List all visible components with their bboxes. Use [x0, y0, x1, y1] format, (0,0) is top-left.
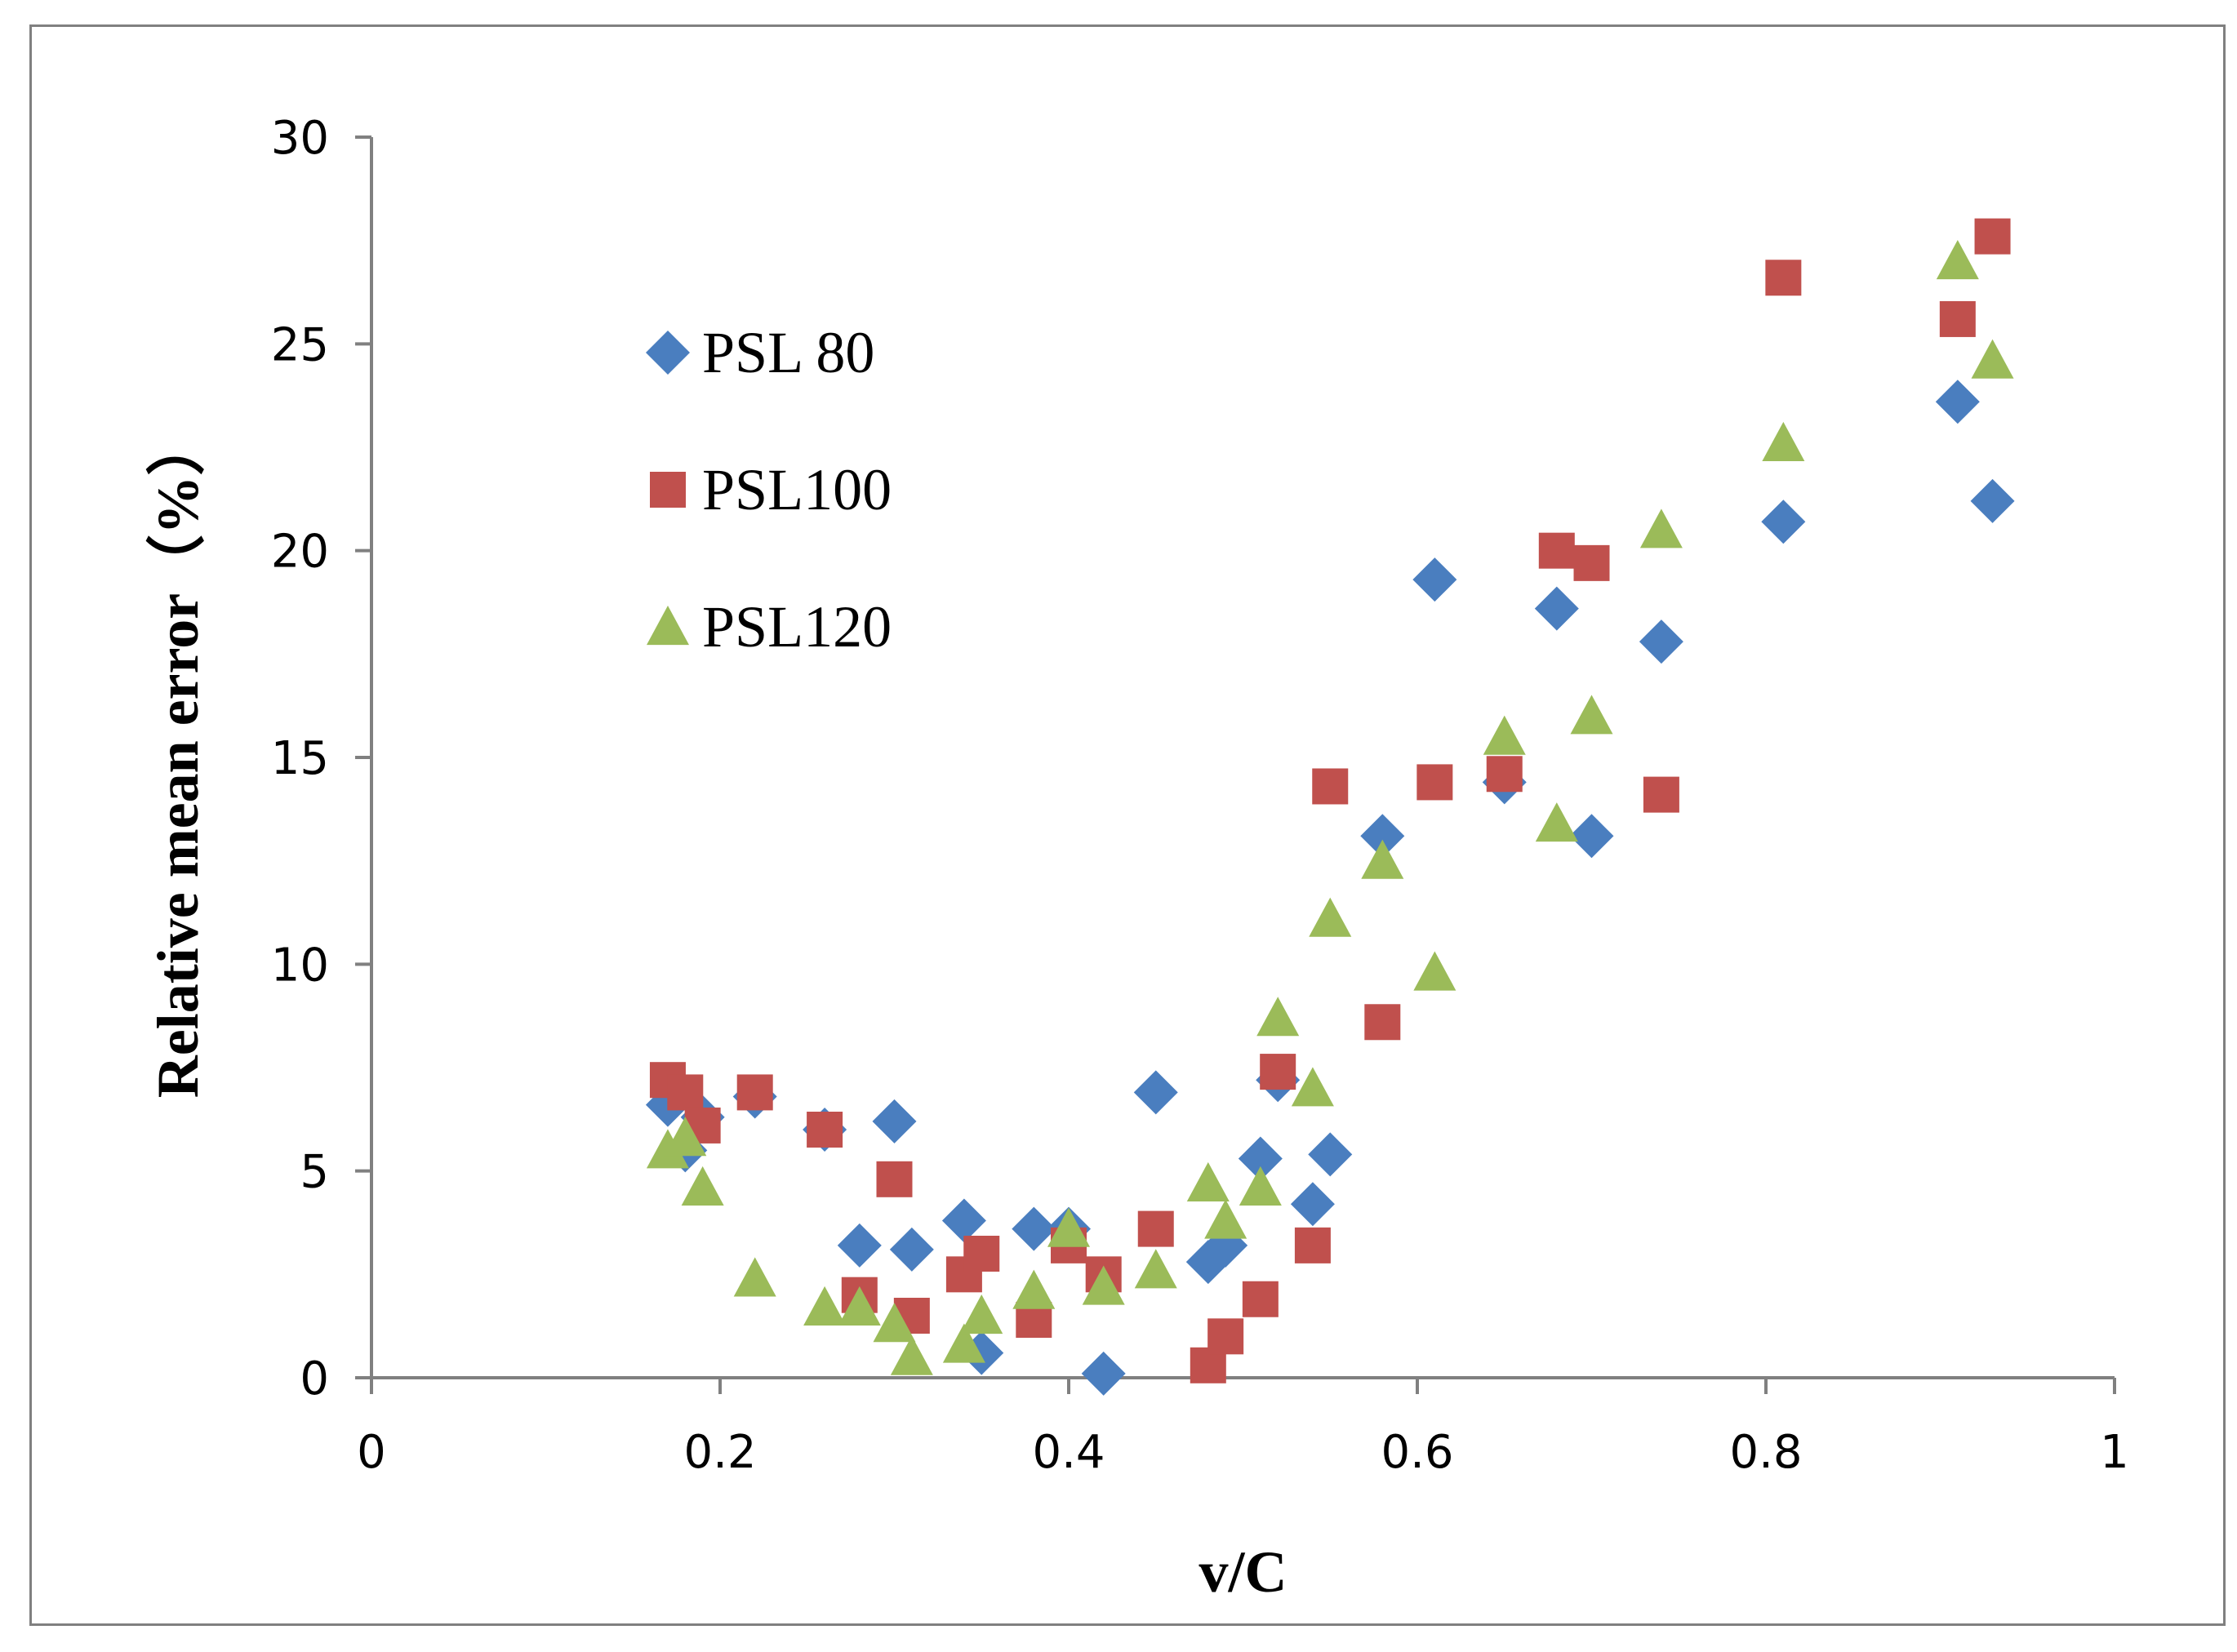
- data-point-diamond: [1360, 814, 1405, 859]
- data-point-square: [1643, 776, 1679, 813]
- y-tick-label: 20: [271, 526, 329, 579]
- data-point-triangle: [942, 1323, 985, 1363]
- chart-frame: [29, 24, 2226, 1626]
- x-tick-label: 0.8: [1729, 1426, 1802, 1479]
- data-marks: [645, 218, 2015, 1396]
- data-point-triangle: [1762, 421, 1805, 462]
- data-point-triangle: [1082, 1265, 1125, 1305]
- data-point-square: [1137, 1210, 1174, 1247]
- data-point-diamond: [1012, 1206, 1056, 1251]
- data-point-triangle: [733, 1257, 776, 1297]
- data-point-diamond: [1569, 814, 1614, 859]
- data-point-square: [963, 1236, 1000, 1272]
- data-point-diamond: [941, 1198, 986, 1243]
- data-point-diamond: [1238, 1136, 1283, 1181]
- x-tick-label: 0.4: [1032, 1426, 1105, 1479]
- data-point-square: [736, 1074, 773, 1111]
- x-axis-ticks: 0 0.2 0.4 0.6 0.8 1: [357, 1378, 2129, 1479]
- series-psl100: [649, 218, 2011, 1383]
- data-point-triangle: [646, 1129, 689, 1169]
- data-point-diamond: [1935, 380, 1980, 424]
- data-point-triangle: [1413, 951, 1456, 991]
- data-point-triangle: [1535, 802, 1578, 842]
- data-point-triangle: [1291, 1067, 1334, 1107]
- data-point-square: [876, 1161, 913, 1197]
- x-axis-title: v/C: [1199, 1539, 1287, 1605]
- data-point-diamond: [1639, 620, 1683, 664]
- data-point-triangle: [1186, 1161, 1230, 1201]
- data-point-triangle: [681, 1166, 724, 1206]
- data-point-triangle: [1047, 1207, 1090, 1247]
- x-tick-label: 1: [2100, 1426, 2129, 1479]
- data-point-square: [1294, 1227, 1331, 1263]
- data-point-triangle: [1012, 1269, 1056, 1309]
- data-point-diamond: [1412, 557, 1457, 602]
- data-point-triangle: [664, 1117, 707, 1157]
- data-point-square: [1242, 1281, 1279, 1317]
- data-point-triangle: [1483, 715, 1526, 755]
- y-tick-label: 0: [300, 1352, 329, 1406]
- data-point-triangle: [1256, 997, 1300, 1037]
- data-point-triangle: [803, 1286, 847, 1326]
- y-tick-label: 10: [271, 939, 329, 992]
- data-point-diamond: [837, 1223, 882, 1268]
- data-point-square: [1364, 1004, 1401, 1041]
- data-point-square: [1538, 532, 1575, 569]
- legend-marker-triangle: [647, 606, 689, 646]
- legend-label: PSL120: [702, 594, 892, 659]
- data-point-triangle: [1309, 897, 1352, 937]
- data-point-triangle: [890, 1335, 933, 1375]
- data-point-triangle: [1361, 839, 1404, 879]
- data-point-diamond: [1761, 500, 1806, 544]
- y-axis-ticks: 0 5 10 15 20 25 30: [271, 112, 371, 1406]
- data-point-square: [1260, 1054, 1296, 1090]
- data-point-square: [1486, 756, 1523, 793]
- series-psl120: [646, 240, 2014, 1375]
- data-point-square: [1974, 218, 2011, 255]
- legend-marker-diamond: [646, 331, 690, 375]
- data-point-diamond: [1081, 1351, 1126, 1396]
- data-point-square: [1573, 544, 1610, 581]
- data-point-triangle: [1239, 1166, 1282, 1206]
- data-point-square: [807, 1112, 843, 1148]
- data-point-triangle: [1134, 1249, 1177, 1289]
- data-point-triangle: [1570, 695, 1613, 735]
- y-tick-label: 30: [271, 112, 329, 165]
- data-point-triangle: [1936, 240, 1979, 280]
- data-point-diamond: [1970, 478, 2015, 523]
- data-point-triangle: [960, 1295, 1003, 1334]
- data-point-diamond: [1308, 1132, 1353, 1177]
- data-point-triangle: [838, 1286, 881, 1326]
- data-point-square: [1765, 260, 1802, 296]
- x-tick-label: 0.6: [1381, 1426, 1453, 1479]
- data-point-triangle: [1204, 1199, 1247, 1239]
- y-tick-label: 5: [300, 1146, 329, 1199]
- data-point-square: [1939, 300, 1976, 337]
- y-axis-title: Relative mean error（%）: [145, 417, 211, 1098]
- legend-label: PSL100: [702, 457, 892, 522]
- x-tick-label: 0: [357, 1426, 386, 1479]
- data-point-square: [1207, 1318, 1244, 1355]
- data-point-triangle: [1971, 339, 2014, 379]
- data-point-diamond: [1290, 1182, 1335, 1227]
- data-point-diamond: [872, 1099, 917, 1144]
- x-tick-label: 0.2: [683, 1426, 756, 1479]
- data-point-triangle: [873, 1303, 916, 1343]
- data-point-triangle: [1639, 508, 1683, 548]
- legend-marker-square: [650, 472, 686, 508]
- y-tick-label: 25: [271, 318, 329, 371]
- legend: PSL 80 PSL100 PSL120: [646, 320, 892, 659]
- y-tick-label: 15: [271, 732, 329, 785]
- legend-label: PSL 80: [702, 320, 874, 385]
- axes: [370, 137, 2115, 1379]
- data-point-square: [667, 1074, 704, 1111]
- data-point-diamond: [1133, 1070, 1178, 1115]
- data-point-square: [1416, 764, 1453, 801]
- data-point-diamond: [889, 1227, 934, 1272]
- data-point-diamond: [1534, 586, 1579, 631]
- data-point-square: [1312, 768, 1349, 805]
